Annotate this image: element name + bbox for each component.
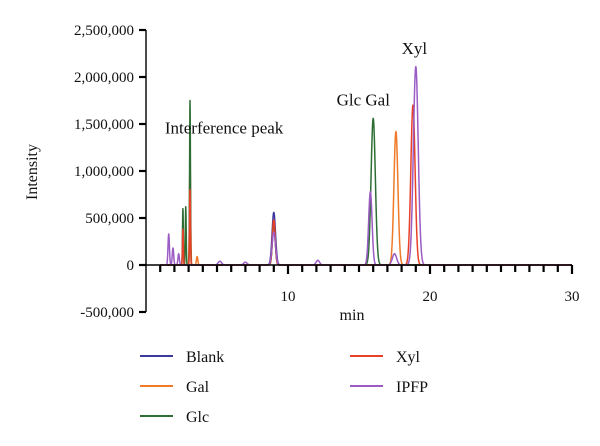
legend-item-blank: Blank <box>140 349 224 366</box>
y-tick-label: 2,000,000 <box>74 70 134 86</box>
y-ticks: -500,000 0 500,000 1,000,000 1,500,000 2,000,… <box>74 23 146 321</box>
annotation-label: Glc Gal <box>337 91 391 110</box>
x-tick-label: 20 <box>423 289 438 305</box>
y-tick-label: 0 <box>127 258 135 274</box>
legend-item-gal: Gal <box>140 379 210 396</box>
series-line-gal <box>159 130 573 266</box>
annotations: Interference peak Glc Gal Xyl <box>165 39 428 138</box>
legend-item-ipfp: IPFP <box>350 379 428 396</box>
legend-label: Xyl <box>396 349 421 366</box>
legend: Blank Gal Glc Xyl IPFP <box>140 349 428 426</box>
x-axis-label: min <box>340 307 365 324</box>
x-ticks: 10 20 30 <box>159 265 580 305</box>
annotation-label: Interference peak <box>165 119 284 138</box>
legend-label: IPFP <box>396 379 428 396</box>
legend-item-xyl: Xyl <box>350 349 421 366</box>
y-tick-label: -500,000 <box>80 305 134 321</box>
x-tick-label: 30 <box>565 289 580 305</box>
y-tick-label: 2,500,000 <box>74 23 134 39</box>
y-tick-label: 500,000 <box>85 211 134 227</box>
legend-item-glc: Glc <box>140 409 209 426</box>
y-axis-label: Intensity <box>24 144 41 200</box>
legend-label: Gal <box>186 379 210 396</box>
legend-label: Glc <box>186 409 209 426</box>
y-tick-label: 1,500,000 <box>74 117 134 133</box>
x-tick-label: 10 <box>281 289 296 305</box>
legend-label: Blank <box>186 349 224 366</box>
annotation-label: Xyl <box>402 39 428 58</box>
y-tick-label: 1,000,000 <box>74 164 134 180</box>
